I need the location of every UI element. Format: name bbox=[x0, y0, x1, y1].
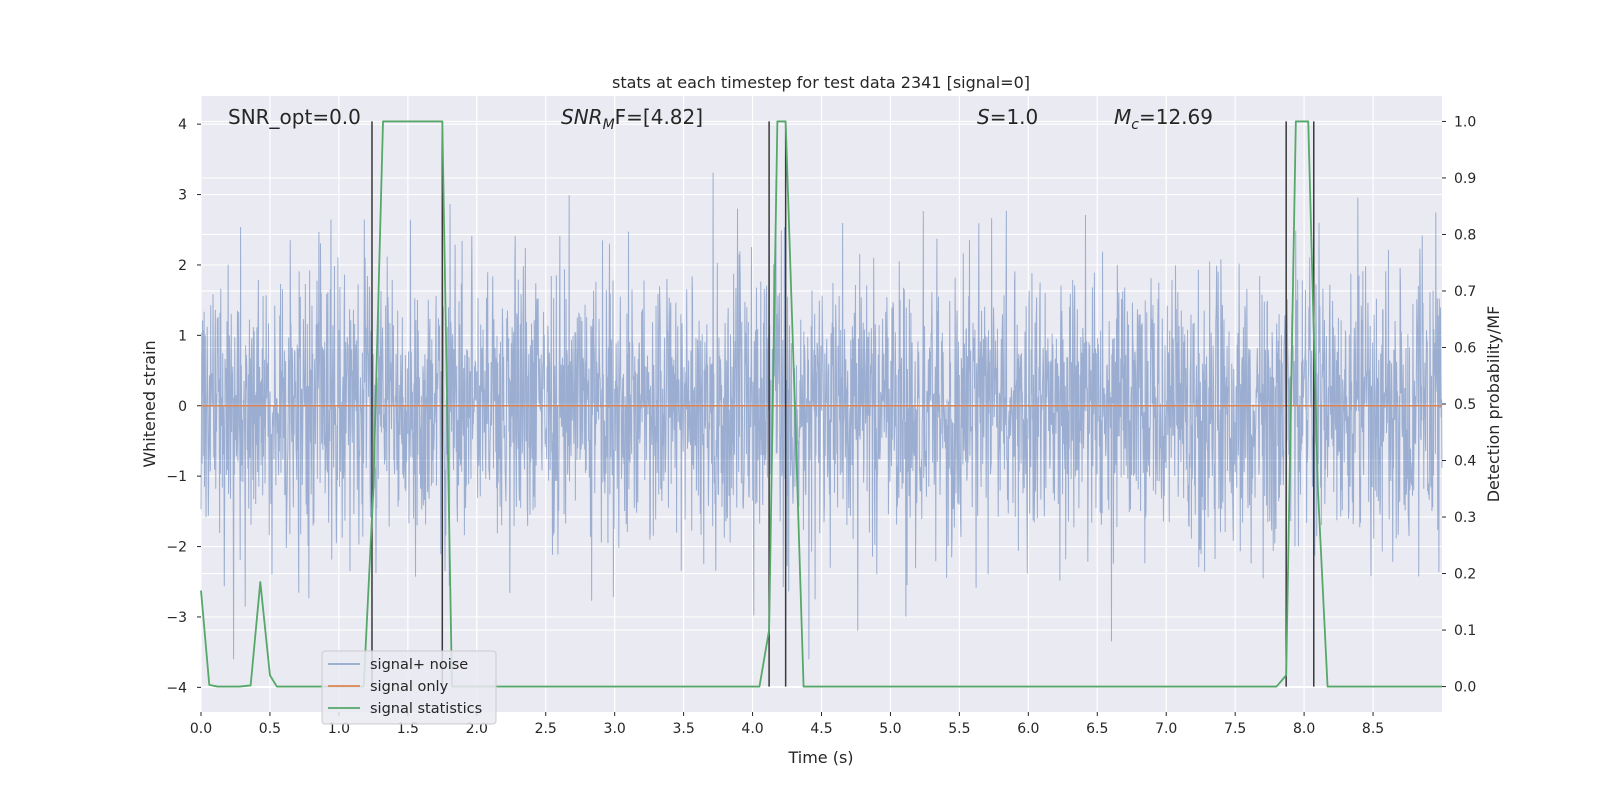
y-tick-label-6: 2 bbox=[178, 258, 187, 274]
y-tick-label-1: −3 bbox=[166, 610, 187, 626]
annotation-snr-opt: SNR_opt=0.0 bbox=[228, 105, 361, 129]
x-tick-label-15: 7.5 bbox=[1224, 721, 1246, 737]
x-tick-label-9: 4.5 bbox=[810, 721, 832, 737]
y-tick-label-3: −1 bbox=[166, 469, 187, 485]
y2-tick-label-6: 0.6 bbox=[1454, 340, 1476, 356]
x-tick-label-5: 2.5 bbox=[535, 721, 557, 737]
x-tick-label-16: 8.0 bbox=[1293, 721, 1315, 737]
x-tick-label-14: 7.0 bbox=[1155, 721, 1177, 737]
y2-tick-label-8: 0.8 bbox=[1454, 227, 1476, 243]
x-axis-ticks: 0.0 0.5 1.0 1.5 2.0 2.5 3.0 3.5 4.0 4.5 5.0 5.5 6.0 6… bbox=[190, 712, 1384, 737]
x-tick-label-0: 0.0 bbox=[190, 721, 212, 737]
y2-tick-label-1: 0.1 bbox=[1454, 623, 1476, 639]
signal-noise-line bbox=[200, 172, 1443, 660]
y2-tick-label-5: 0.5 bbox=[1454, 397, 1476, 413]
x-tick-label-10: 5.0 bbox=[879, 721, 901, 737]
y2-tick-label-0: 0.0 bbox=[1454, 680, 1476, 696]
y-tick-label-4: 0 bbox=[178, 399, 187, 415]
series-signal-noise bbox=[200, 172, 1443, 660]
y-tick-label-8: 4 bbox=[178, 117, 187, 133]
y2-tick-label-7: 0.7 bbox=[1454, 284, 1476, 300]
x-tick-label-11: 5.5 bbox=[948, 721, 970, 737]
y-tick-label-2: −2 bbox=[166, 540, 187, 556]
x-tick-label-1: 0.5 bbox=[259, 721, 281, 737]
x-tick-label-17: 8.5 bbox=[1362, 721, 1384, 737]
y2-tick-label-3: 0.3 bbox=[1454, 510, 1476, 526]
y-tick-label-5: 1 bbox=[178, 328, 187, 344]
x-tick-label-8: 4.0 bbox=[741, 721, 763, 737]
x-tick-label-7: 3.5 bbox=[672, 721, 694, 737]
y-axis-label: Whitened strain bbox=[140, 340, 159, 467]
x-tick-label-13: 6.5 bbox=[1086, 721, 1108, 737]
legend: signal+ noise signal only signal statist… bbox=[321, 650, 497, 725]
annotation-snr-mf: SNRMF=[4.82] bbox=[561, 105, 703, 133]
y2-tick-label-2: 0.2 bbox=[1454, 567, 1476, 583]
legend-label-signal-statistics: signal statistics bbox=[370, 701, 482, 717]
y-tick-label-7: 3 bbox=[178, 188, 187, 204]
chart-title: stats at each timestep for test data 234… bbox=[612, 73, 1030, 92]
y2-tick-label-4: 0.4 bbox=[1454, 454, 1476, 470]
annotation-s: S=1.0 bbox=[977, 105, 1038, 129]
x-axis-label: Time (s) bbox=[787, 748, 853, 767]
legend-box bbox=[321, 650, 497, 725]
y2-axis-ticks: 0.0 0.1 0.2 0.3 0.4 0.5 0.6 0.7 0.8 0.9 1.0 bbox=[1442, 114, 1476, 696]
y-axis-ticks: −4 −3 −2 −1 0 1 2 3 4 bbox=[166, 117, 201, 696]
x-tick-label-3: 1.5 bbox=[397, 721, 419, 737]
x-tick-label-12: 6.0 bbox=[1017, 721, 1039, 737]
y-tick-label-0: −4 bbox=[166, 680, 187, 696]
y2-tick-label-10: 1.0 bbox=[1454, 114, 1476, 130]
x-tick-label-6: 3.0 bbox=[604, 721, 626, 737]
annotation-mc: Mc=12.69 bbox=[1114, 105, 1213, 133]
x-tick-label-4: 2.0 bbox=[466, 721, 488, 737]
x-tick-label-2: 1.0 bbox=[328, 721, 350, 737]
y2-tick-label-9: 0.9 bbox=[1454, 171, 1476, 187]
legend-label-signal-noise: signal+ noise bbox=[370, 657, 468, 673]
y2-axis-label: Detection probability/MF bbox=[1484, 306, 1503, 503]
legend-label-signal-only: signal only bbox=[370, 679, 449, 695]
